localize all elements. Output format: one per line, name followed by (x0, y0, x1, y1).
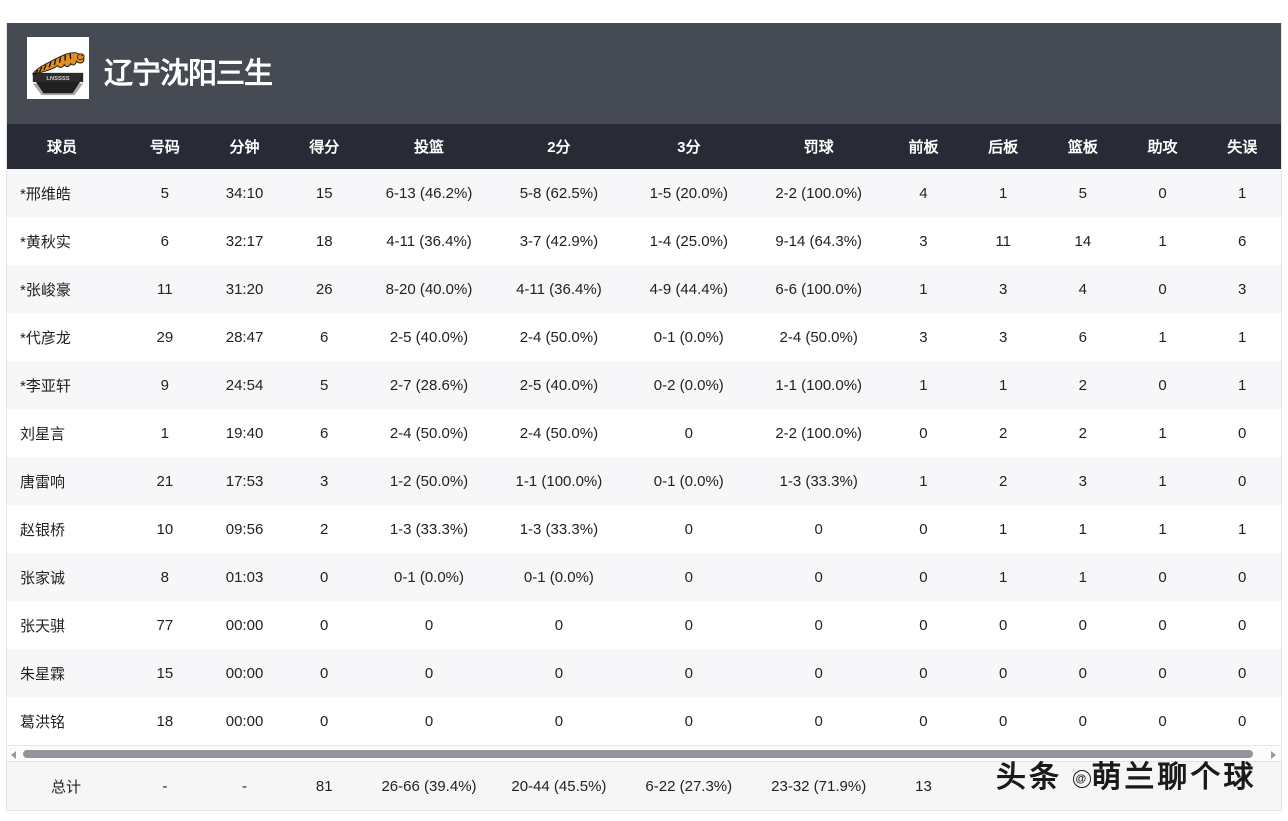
svg-text:LNSSSS: LNSSSS (46, 76, 69, 82)
